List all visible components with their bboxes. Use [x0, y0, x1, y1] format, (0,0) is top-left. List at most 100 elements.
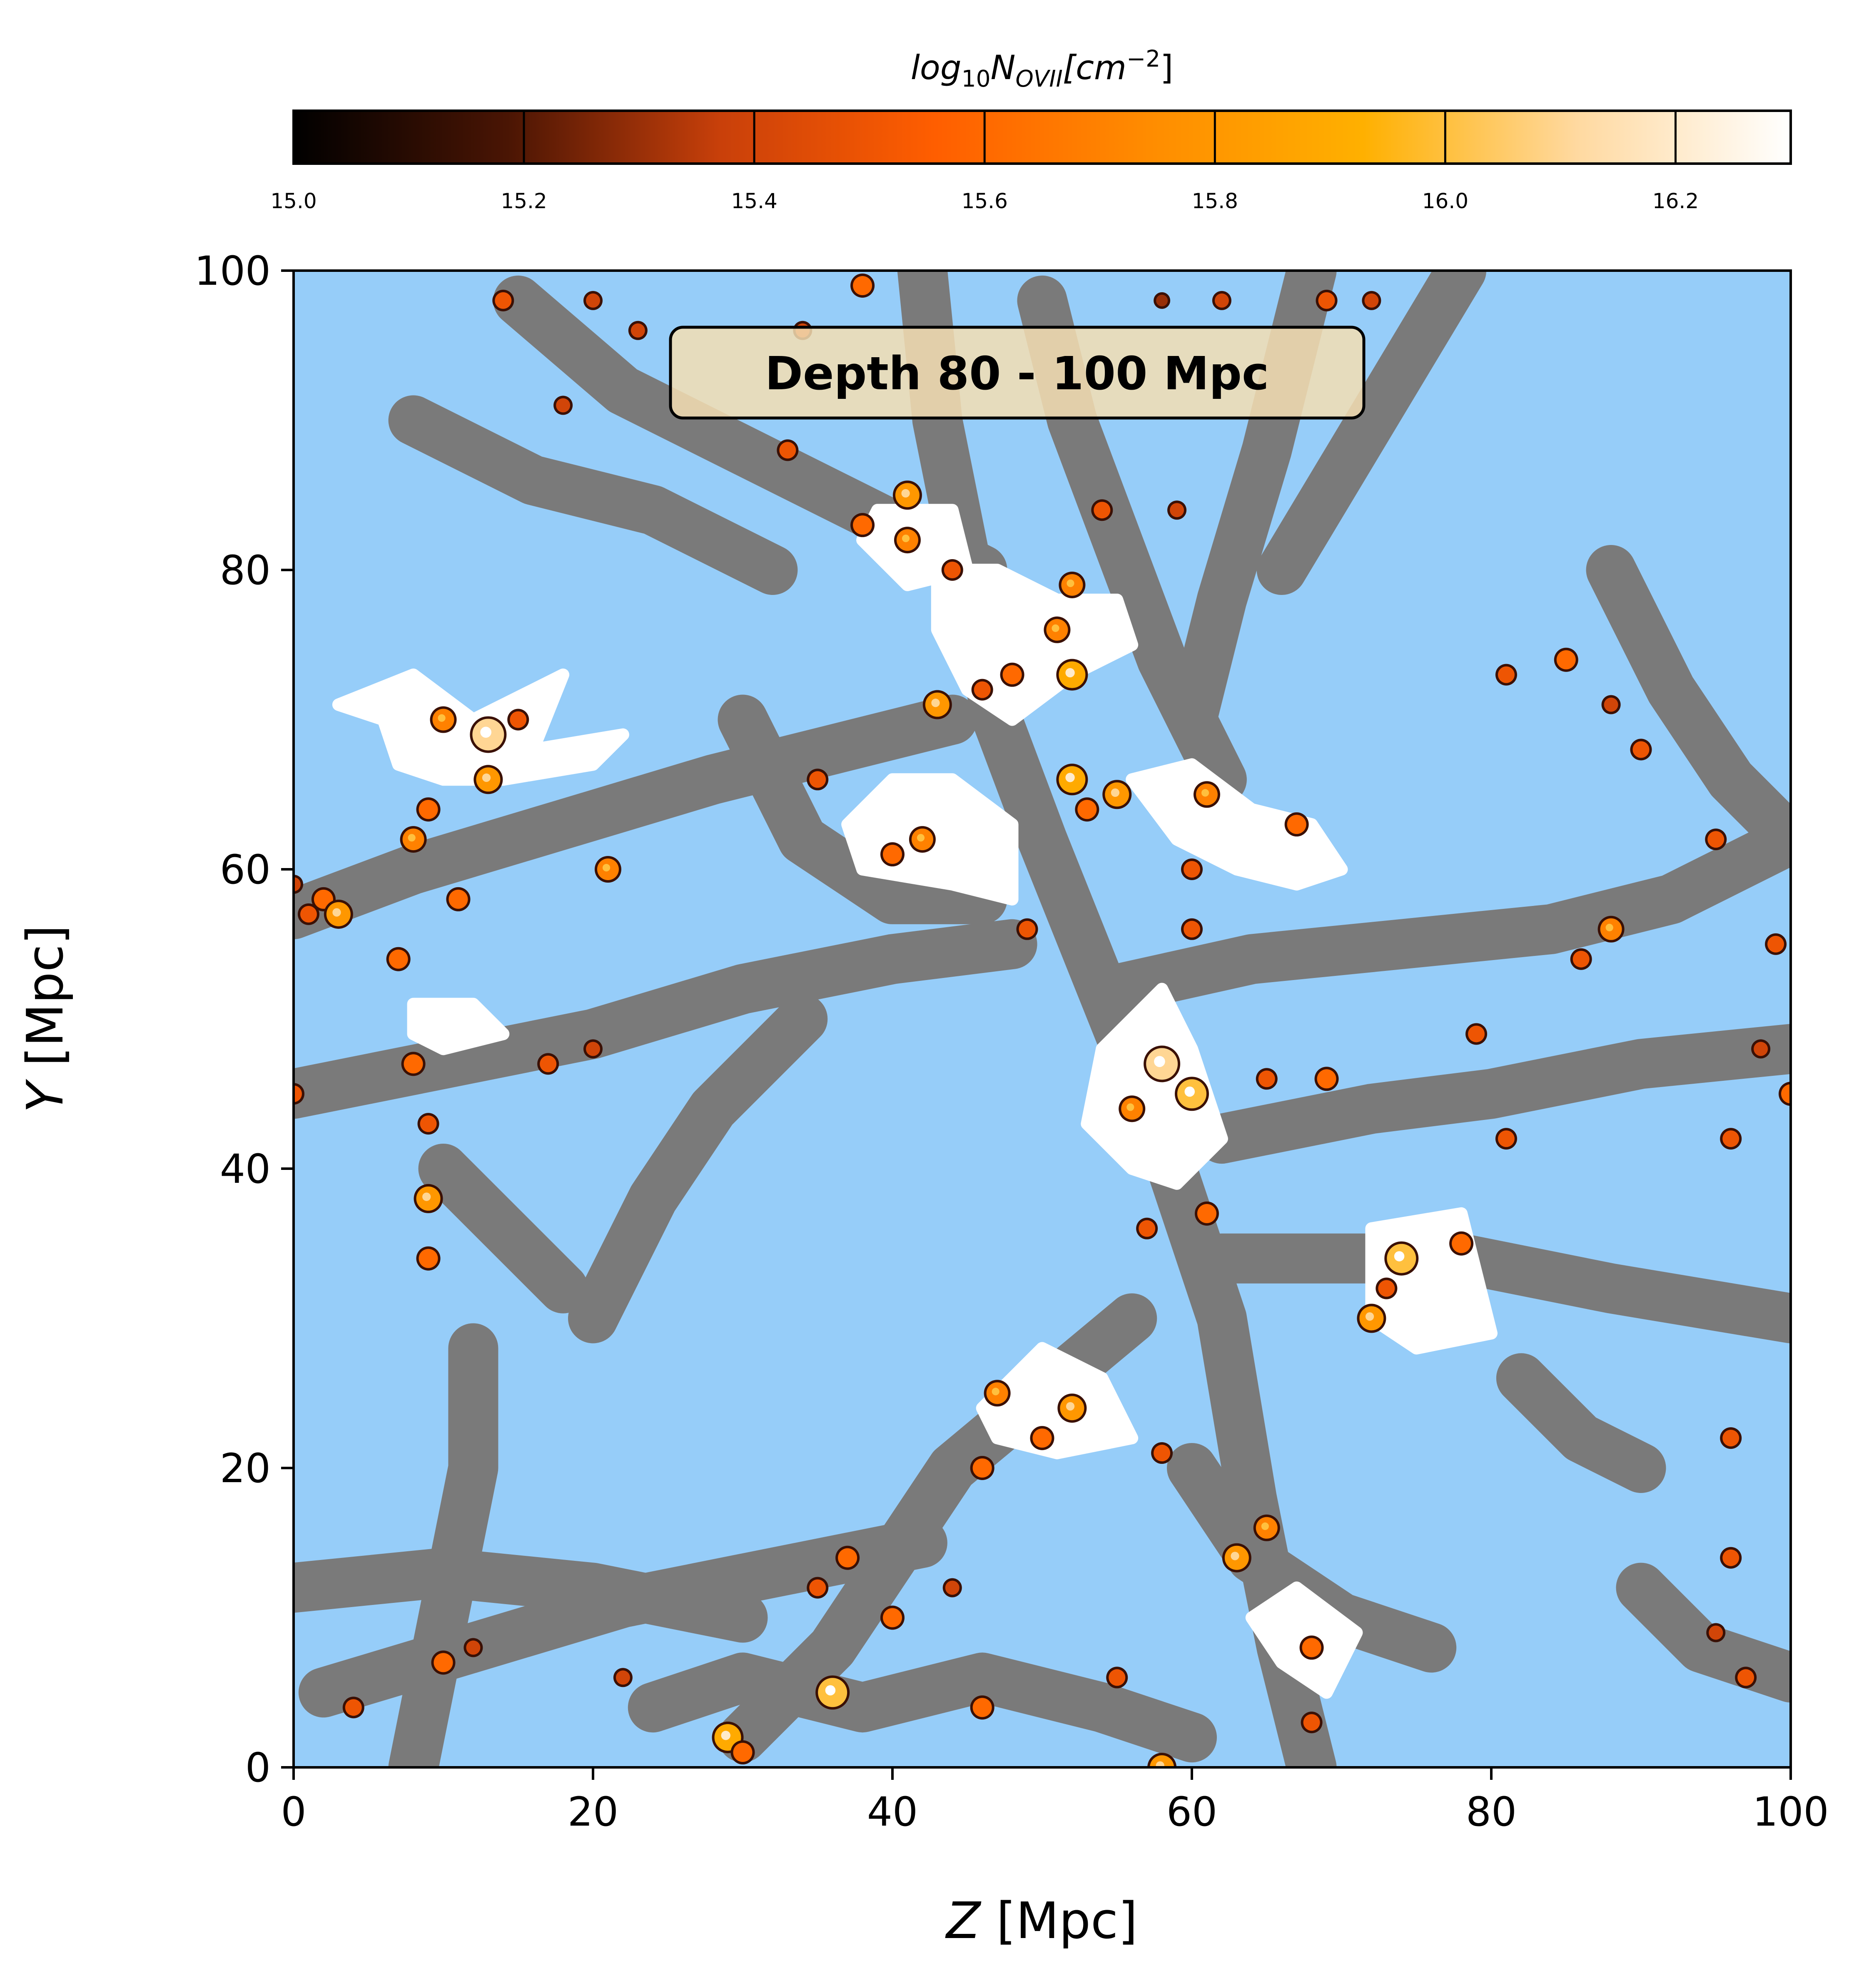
annotation-text: Depth 80 - 100 Mpc — [765, 347, 1269, 400]
ovii-hotspot — [416, 1246, 441, 1271]
ovii-hotspot — [892, 480, 922, 510]
hotspot-core — [616, 1670, 630, 1685]
hotspot-core — [1303, 1714, 1320, 1731]
hotspot-core — [1317, 1069, 1336, 1089]
ovii-hotspot — [417, 1113, 439, 1135]
hotspot-core — [1318, 292, 1335, 309]
ovii-hotspot — [1601, 695, 1621, 714]
ovii-hotspot — [386, 947, 411, 971]
hotspot-peak — [1231, 1552, 1239, 1560]
ovii-hotspot — [894, 527, 921, 554]
hotspot-core — [434, 1653, 453, 1672]
colorbar-tick-label: 15.8 — [1192, 189, 1238, 213]
hotspot-core — [809, 1579, 826, 1596]
ovii-hotspot — [583, 291, 603, 310]
ovii-hotspot — [1299, 1635, 1324, 1660]
ovii-hotspot — [1449, 1231, 1474, 1256]
filament — [718, 694, 1007, 924]
hotspot-core — [1468, 1025, 1485, 1043]
hotspot-peak — [901, 489, 910, 498]
hotspot-peak — [422, 1192, 431, 1201]
ovii-hotspot — [1136, 1217, 1158, 1239]
hotspot-core — [1604, 697, 1618, 712]
colorbar-tick-label: 16.2 — [1652, 189, 1699, 213]
ovii-hotspot — [1376, 1277, 1398, 1299]
hotspot-core — [1737, 1669, 1754, 1686]
hotspot-peak — [1111, 788, 1120, 797]
hotspot-core — [779, 442, 796, 459]
ovii-hotspot-layer — [294, 273, 1791, 1767]
filament — [1256, 271, 1487, 595]
ovii-hotspot — [464, 1638, 483, 1657]
hotspot-core — [449, 889, 468, 909]
hotspot-peak — [902, 535, 910, 542]
colorbar-tick-label: 15.0 — [270, 189, 316, 213]
ovii-hotspot — [1779, 1082, 1791, 1106]
ovii-hotspot — [1057, 1393, 1087, 1423]
ovii-hotspot — [1751, 1039, 1771, 1059]
ovii-hotspot — [1554, 647, 1578, 672]
hotspot-peak — [332, 908, 341, 917]
hotspot-core — [510, 711, 527, 728]
hotspot-peak — [1394, 1251, 1405, 1261]
ovii-hotspot — [1167, 500, 1187, 520]
ovii-hotspot — [1222, 1543, 1251, 1572]
hot-region — [1126, 758, 1348, 891]
hotspot-core — [1002, 665, 1022, 684]
ovii-hotspot — [970, 1456, 994, 1480]
hotspot-peak — [480, 727, 491, 738]
ovii-hotspot — [1720, 1128, 1742, 1150]
hotspot-core — [944, 562, 961, 578]
filament — [1092, 814, 1791, 1014]
hotspot-core — [1707, 831, 1724, 848]
ovii-hotspot — [537, 1053, 559, 1075]
ovii-hotspot — [416, 797, 441, 822]
hotspot-core — [1150, 1755, 1174, 1767]
hot-region — [1081, 983, 1228, 1190]
ovii-hotspot — [1256, 1068, 1278, 1090]
hot-region — [407, 998, 510, 1055]
ovii-hotspot — [1253, 1514, 1280, 1541]
colorbar-tick-label: 15.6 — [962, 189, 1008, 213]
filament — [418, 1144, 588, 1314]
ovii-hotspot — [324, 899, 353, 929]
ovii-hotspot — [850, 513, 875, 537]
ovii-hotspot — [470, 716, 507, 753]
hotspot-core — [972, 1458, 992, 1478]
ovii-hotspot — [1357, 1304, 1386, 1333]
ovii-hotspot — [1091, 499, 1113, 521]
hotspot-peak — [1126, 1103, 1134, 1111]
hotspot-peak — [408, 834, 416, 842]
hotspot-core — [1709, 1625, 1723, 1640]
hotspot-core — [294, 1085, 302, 1102]
colorbar: log10NOVII[cm−2] 15.0 15.2 15.4 15.6 15.8 16.… — [270, 45, 1792, 213]
ovii-hotspot — [1570, 948, 1592, 970]
hotspot-core — [586, 293, 600, 308]
hotspot-peak — [1605, 923, 1613, 931]
hotspot-peak — [1067, 579, 1074, 587]
ovii-hotspot — [1630, 739, 1652, 761]
filament — [294, 1548, 768, 1643]
hotspot-peak — [1065, 668, 1075, 678]
hotspot-core — [345, 1699, 362, 1716]
hotspot-peak — [1156, 1761, 1164, 1767]
ovii-hotspot — [594, 856, 621, 883]
hotspot-peak — [1365, 1312, 1374, 1321]
ovii-hotspot — [880, 1605, 905, 1630]
hotspot-core — [1498, 1130, 1515, 1147]
ovii-hotspot — [400, 826, 427, 853]
ovii-hotspot — [473, 765, 503, 794]
ovii-hotspot — [1597, 916, 1625, 943]
hotspot-core — [586, 1042, 600, 1056]
ovii-hotspot — [1720, 1547, 1742, 1569]
x-axis-ticks: 0 20 40 60 80 100 — [281, 1767, 1829, 1835]
ovii-hotspot — [414, 1184, 443, 1213]
ovii-hotspot — [1720, 1427, 1742, 1449]
ovii-hotspot — [1314, 1067, 1339, 1091]
hotspot-core — [556, 398, 571, 413]
hotspot-peak — [1065, 773, 1075, 782]
ovii-hotspot — [583, 1039, 603, 1059]
ovii-hotspot — [807, 1577, 829, 1599]
ovii-hotspot — [1495, 664, 1517, 686]
filament — [1586, 545, 1791, 865]
